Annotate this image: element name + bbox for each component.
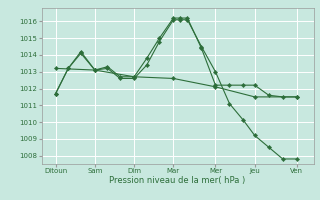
X-axis label: Pression niveau de la mer( hPa ): Pression niveau de la mer( hPa ) (109, 176, 246, 185)
